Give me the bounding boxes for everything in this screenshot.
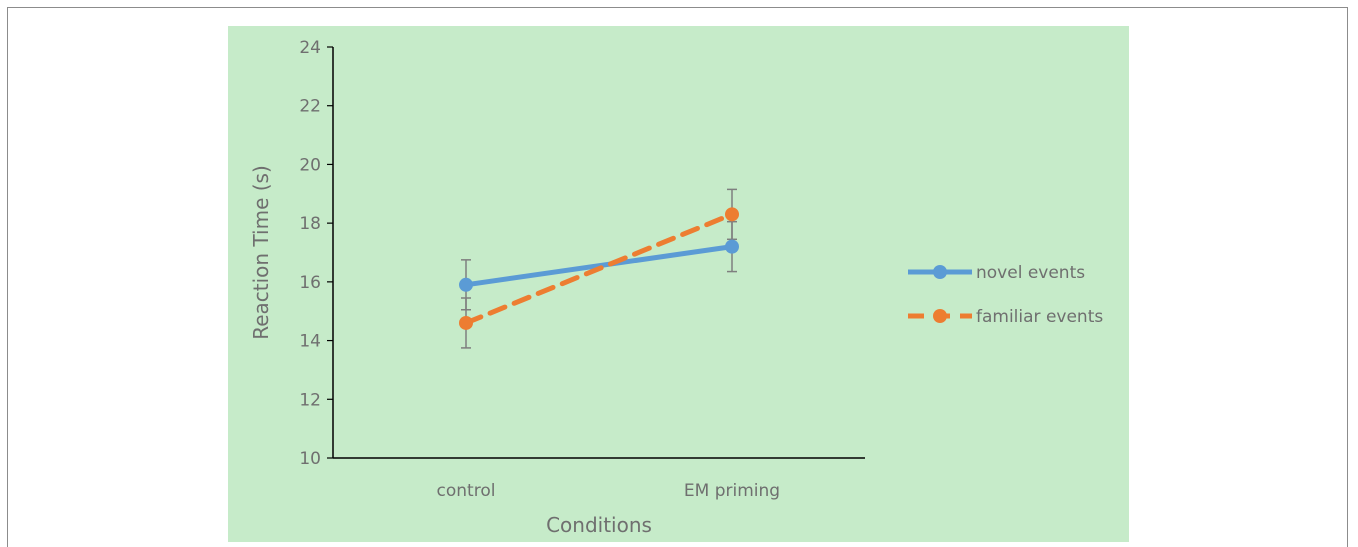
x-axis-ticks: control EM priming	[437, 481, 781, 501]
series-lines	[463, 211, 735, 326]
plot-background	[228, 26, 1129, 542]
series-markers	[459, 207, 739, 330]
data-point	[459, 277, 473, 292]
y-tick-label: 10	[299, 449, 321, 469]
y-tick-label: 20	[299, 155, 321, 175]
legend-item: familiar events	[908, 307, 1103, 327]
legend-label: novel events	[976, 263, 1085, 283]
legend: novel events familiar events	[908, 263, 1103, 327]
y-tick-label: 24	[299, 38, 321, 58]
legend-label: familiar events	[976, 307, 1103, 327]
legend-marker	[933, 265, 947, 279]
x-tick-label: EM priming	[684, 481, 780, 501]
series-line-0	[463, 244, 735, 288]
series-line-1	[463, 211, 735, 326]
y-tick-label: 16	[299, 273, 321, 293]
y-tick-label: 18	[299, 214, 321, 234]
y-tick-label: 22	[299, 97, 321, 117]
x-tick-label: control	[437, 481, 496, 501]
x-axis-title: Conditions	[546, 513, 652, 537]
y-tick-label: 14	[299, 332, 321, 352]
series-layer	[459, 188, 739, 349]
data-point	[725, 207, 739, 222]
legend-marker	[933, 309, 947, 323]
data-point	[725, 239, 739, 254]
data-point	[459, 315, 473, 330]
y-axis-ticks: 10 12 14 16 18 20 22 24	[299, 38, 333, 469]
y-axis-title: Reaction Time (s)	[249, 165, 273, 340]
legend-item: novel events	[908, 263, 1085, 283]
y-tick-label: 12	[299, 390, 321, 410]
